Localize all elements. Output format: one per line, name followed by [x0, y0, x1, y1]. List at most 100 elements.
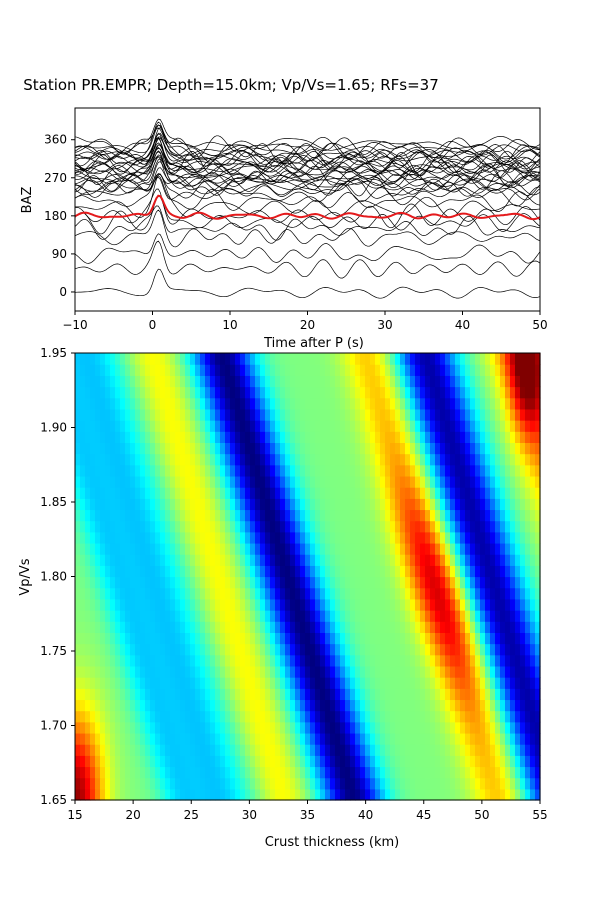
hk-cell — [150, 554, 156, 566]
hk-cell — [415, 598, 421, 611]
hk-cell — [450, 554, 456, 566]
hk-cell — [330, 542, 336, 555]
hk-cell — [380, 744, 386, 756]
hk-cell — [150, 453, 156, 466]
hk-cell — [280, 565, 286, 578]
hk-cell — [465, 732, 471, 745]
hk-cell — [170, 364, 176, 376]
hk-cell — [515, 431, 521, 443]
hk-cell — [190, 498, 196, 511]
hk-cell — [430, 732, 436, 745]
hk-cell — [245, 677, 251, 689]
hk-cell — [235, 408, 241, 421]
hk-cell — [455, 475, 461, 488]
hk-cell — [410, 542, 416, 555]
hk-cell — [465, 766, 471, 779]
hk-cell — [380, 643, 386, 656]
hk-cell — [210, 520, 216, 533]
hk-cell — [500, 766, 506, 779]
hk-cell — [265, 643, 271, 656]
hk-cell — [120, 531, 126, 544]
hk-cell — [270, 732, 276, 745]
hk-cell — [355, 565, 361, 578]
hk-cell — [200, 542, 206, 555]
hk-cell — [480, 699, 486, 712]
hk-cell — [405, 487, 411, 499]
hk-cell — [455, 498, 461, 511]
hk-cell — [385, 721, 391, 734]
hk-cell — [85, 364, 91, 376]
hk-cell — [290, 386, 296, 399]
hk-cell — [170, 766, 176, 779]
hk-cell — [260, 498, 266, 511]
hk-cell — [110, 688, 116, 701]
hk-cell — [440, 744, 446, 756]
hk-cell — [420, 487, 426, 499]
hk-cell — [320, 353, 326, 365]
hk-cell — [500, 665, 506, 678]
hk-cell — [260, 710, 266, 723]
hk-cell — [500, 688, 506, 701]
hk-cell — [105, 442, 111, 455]
hk-cell — [260, 766, 266, 779]
hk-cell — [215, 453, 221, 466]
hk-cell — [430, 408, 436, 421]
hk-cell — [475, 744, 481, 756]
hk-cell — [140, 442, 146, 455]
hk-cell — [225, 520, 231, 533]
hk-cell — [260, 643, 266, 656]
hk-cell — [175, 375, 181, 388]
hk-cell — [210, 766, 216, 779]
hk-cell — [340, 542, 346, 555]
hk-cell — [440, 520, 446, 533]
hk-cell — [385, 777, 391, 790]
hk-cell — [180, 721, 186, 734]
hk-cell — [235, 364, 241, 376]
hk-cell — [150, 587, 156, 600]
hk-cell — [425, 755, 431, 768]
hk-cell — [505, 397, 511, 410]
hk-cell — [315, 699, 321, 712]
hk-cell — [440, 755, 446, 768]
hk-cell — [375, 453, 381, 466]
hk-cell — [375, 598, 381, 611]
hk-cell — [290, 397, 296, 410]
hk-cell — [240, 576, 246, 589]
hk-cell — [195, 420, 201, 432]
hk-cell — [420, 755, 426, 768]
hk-cell — [335, 732, 341, 745]
hk-cell — [415, 375, 421, 388]
rf-trace — [75, 161, 540, 195]
hk-cell — [300, 699, 306, 712]
hk-cell — [390, 442, 396, 455]
hk-cell — [230, 710, 236, 723]
hk-cell — [225, 554, 231, 566]
hk-cell — [160, 520, 166, 533]
hk-cell — [120, 565, 126, 578]
hk-cell — [310, 386, 316, 399]
hk-cell — [350, 475, 356, 488]
hk-cell — [525, 766, 531, 779]
hk-cell — [130, 755, 136, 768]
hk-cell — [290, 364, 296, 376]
hk-cell — [420, 353, 426, 365]
hk-cell — [110, 498, 116, 511]
hk-cell — [405, 777, 411, 790]
hk-cell — [425, 766, 431, 779]
hk-cell — [495, 431, 501, 443]
hk-cell — [395, 509, 401, 522]
hk-cell — [180, 665, 186, 678]
hk-cell — [490, 487, 496, 499]
hk-cell — [515, 509, 521, 522]
hk-cell — [390, 755, 396, 768]
hk-cell — [135, 542, 141, 555]
hk-cell — [295, 397, 301, 410]
hk-cell — [160, 721, 166, 734]
hk-cell — [225, 598, 231, 611]
hk-cell — [165, 554, 171, 566]
hk-x-tick-label: 45 — [416, 808, 431, 822]
hk-cell — [85, 420, 91, 432]
hk-cell — [415, 732, 421, 745]
hk-cell — [135, 598, 141, 611]
hk-cell — [490, 375, 496, 388]
